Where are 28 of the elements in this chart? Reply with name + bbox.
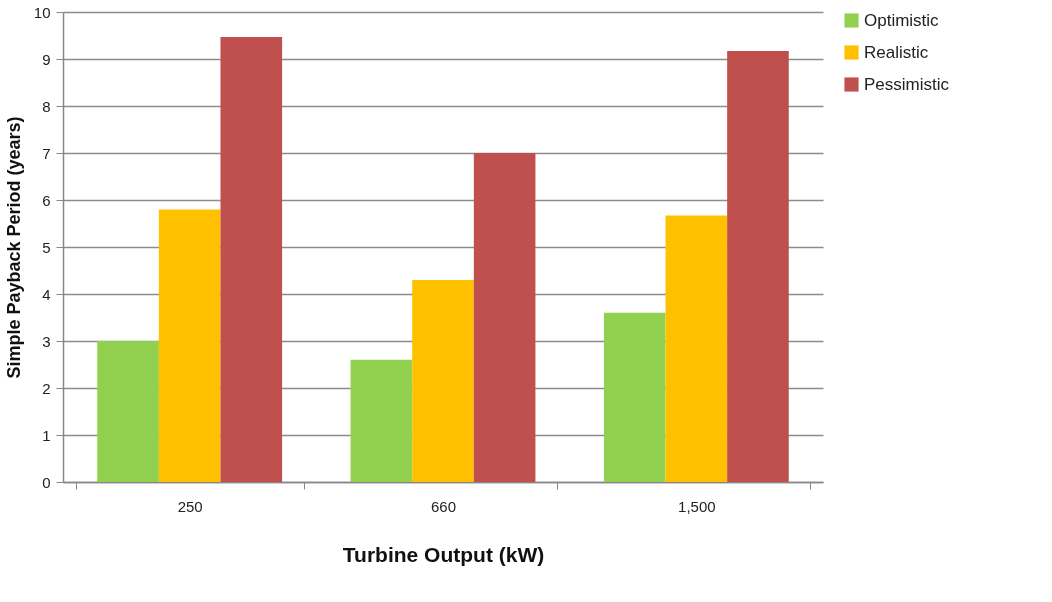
x-tick-label: 1,500 [678,497,716,515]
bar [603,312,666,482]
y-tick-label: 10 [33,3,51,21]
x-axis-title: Turbine Output (kW) [342,542,545,566]
bar [473,153,536,482]
x-tick-label: 660 [430,497,457,515]
y-tick-label: 5 [42,238,51,256]
y-tick-label: 7 [42,144,51,162]
bar [158,209,221,482]
bar [665,215,728,482]
bar [350,359,413,482]
y-tick-label: 8 [42,97,51,115]
legend-label: Optimistic [864,10,940,30]
y-axis-title: Simple Payback Period (years) [3,116,24,379]
y-tick-label: 1 [42,426,51,444]
y-tick-label: 4 [42,285,51,303]
bar [727,51,789,482]
bar [97,341,159,482]
y-tick-label: 2 [42,379,51,397]
x-tick-label: 250 [177,497,203,515]
y-tick-label: 9 [42,50,51,68]
legend-label: Realistic [864,42,929,62]
bar [220,36,283,482]
y-tick-label: 3 [42,332,51,350]
legend-label: Pessimistic [864,74,950,94]
bar [412,279,474,482]
y-tick-label: 6 [42,191,51,209]
y-tick-label: 0 [42,473,51,491]
